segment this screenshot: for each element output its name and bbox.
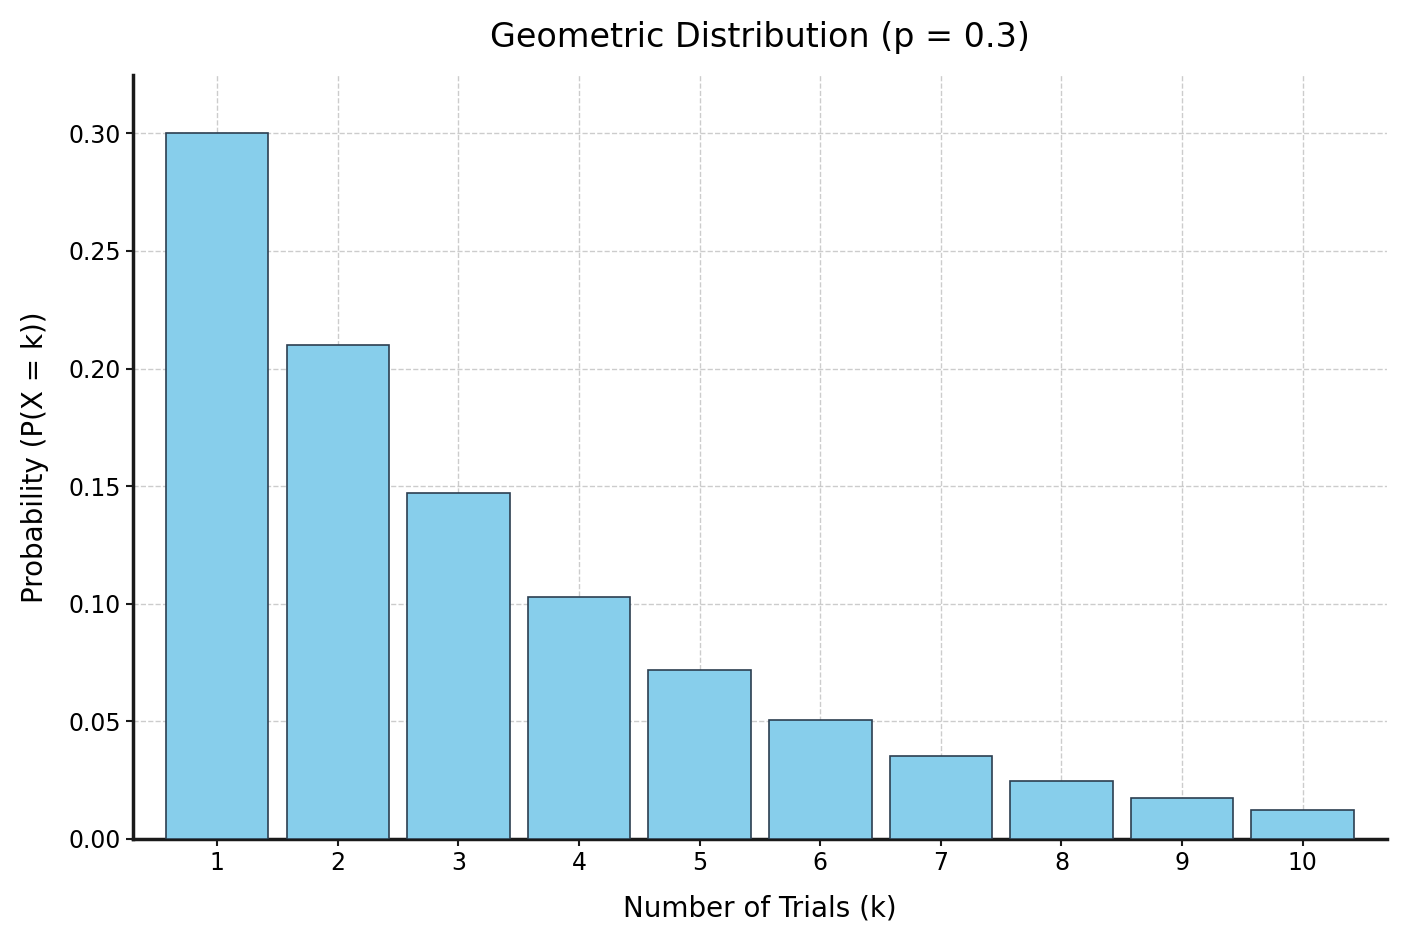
Bar <box>1252 810 1354 839</box>
Bar <box>407 493 510 839</box>
Bar <box>1010 781 1112 839</box>
Bar <box>1131 798 1233 839</box>
Y-axis label: Probability (P(X = k)): Probability (P(X = k)) <box>21 311 49 603</box>
Bar <box>648 670 750 839</box>
Bar <box>890 756 993 839</box>
Bar <box>528 597 631 839</box>
Bar <box>769 720 872 839</box>
Bar <box>166 133 269 839</box>
Title: Geometric Distribution (p = 0.3): Geometric Distribution (p = 0.3) <box>490 21 1029 54</box>
Bar <box>286 345 389 839</box>
X-axis label: Number of Trials (k): Number of Trials (k) <box>624 894 897 922</box>
